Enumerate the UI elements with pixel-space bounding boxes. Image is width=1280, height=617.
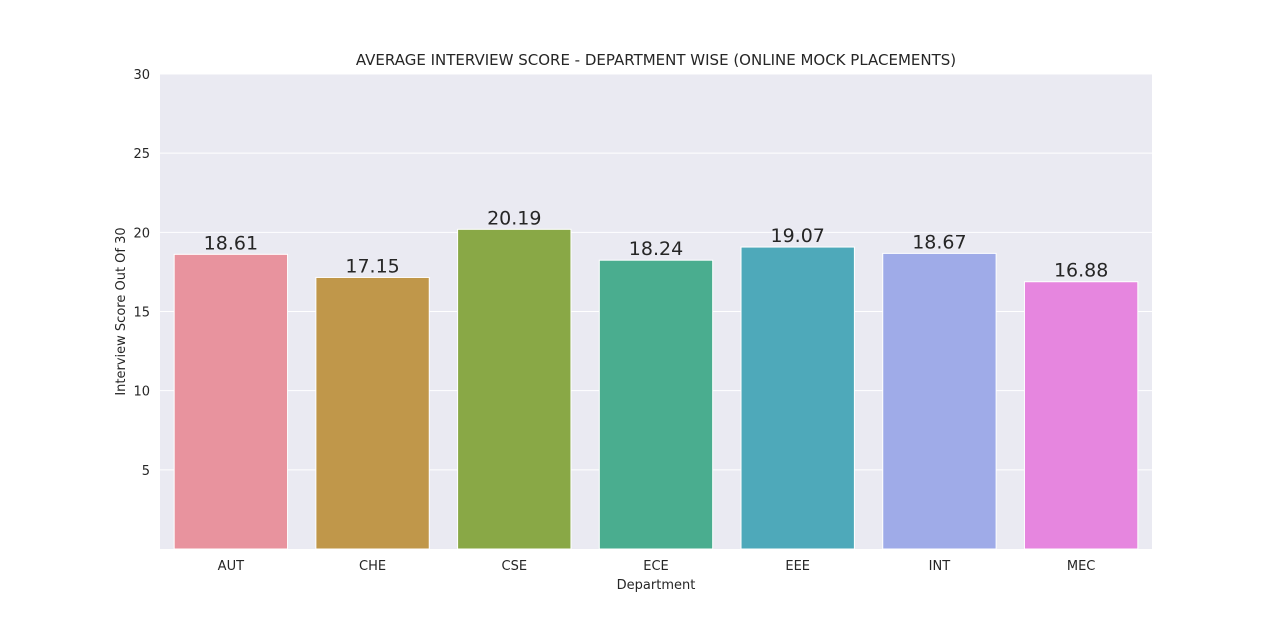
data-label: 18.61: [204, 232, 258, 254]
bar-che: [315, 276, 430, 550]
x-tick-label: EEE: [785, 559, 810, 574]
y-tick-label: 15: [133, 306, 150, 321]
chart-title: AVERAGE INTERVIEW SCORE - DEPARTMENT WIS…: [356, 51, 956, 69]
y-axis-label: Interview Score Out Of 30: [114, 227, 129, 395]
data-label: 16.88: [1054, 260, 1108, 282]
bar-aut: [173, 253, 289, 550]
bar-cse: [457, 228, 572, 550]
bar-eee: [740, 246, 855, 550]
y-tick-label: 20: [133, 226, 150, 241]
y-tick-label: 30: [133, 68, 150, 83]
x-tick-label: CHE: [359, 559, 386, 574]
data-label: 18.67: [912, 231, 966, 253]
bars: [173, 228, 1139, 550]
y-tick-label: 10: [133, 385, 150, 400]
x-tick-label: MEC: [1067, 559, 1096, 574]
bar-mec: [1023, 281, 1139, 550]
data-label: 20.19: [487, 207, 541, 229]
data-label: 17.15: [345, 255, 399, 277]
x-tick-label: AUT: [218, 559, 244, 574]
y-tick-label: 5: [142, 464, 150, 479]
data-labels: 18.61 17.15 20.19 18.24 19.07 18.67 16.88: [204, 207, 1109, 281]
x-tick-label: CSE: [502, 559, 528, 574]
x-axis-label: Department: [617, 578, 696, 593]
x-tick-label: INT: [929, 559, 951, 574]
y-tick-labels: 5 10 15 20 25 30: [133, 68, 150, 479]
data-label: 18.24: [629, 238, 683, 260]
bar-int: [882, 252, 997, 550]
y-tick-label: 25: [133, 147, 150, 162]
data-label: 19.07: [771, 225, 825, 247]
bar-ece: [598, 259, 714, 550]
x-tick-label: ECE: [643, 559, 669, 574]
x-tick-labels: AUT CHE CSE ECE EEE INT MEC: [218, 559, 1096, 574]
